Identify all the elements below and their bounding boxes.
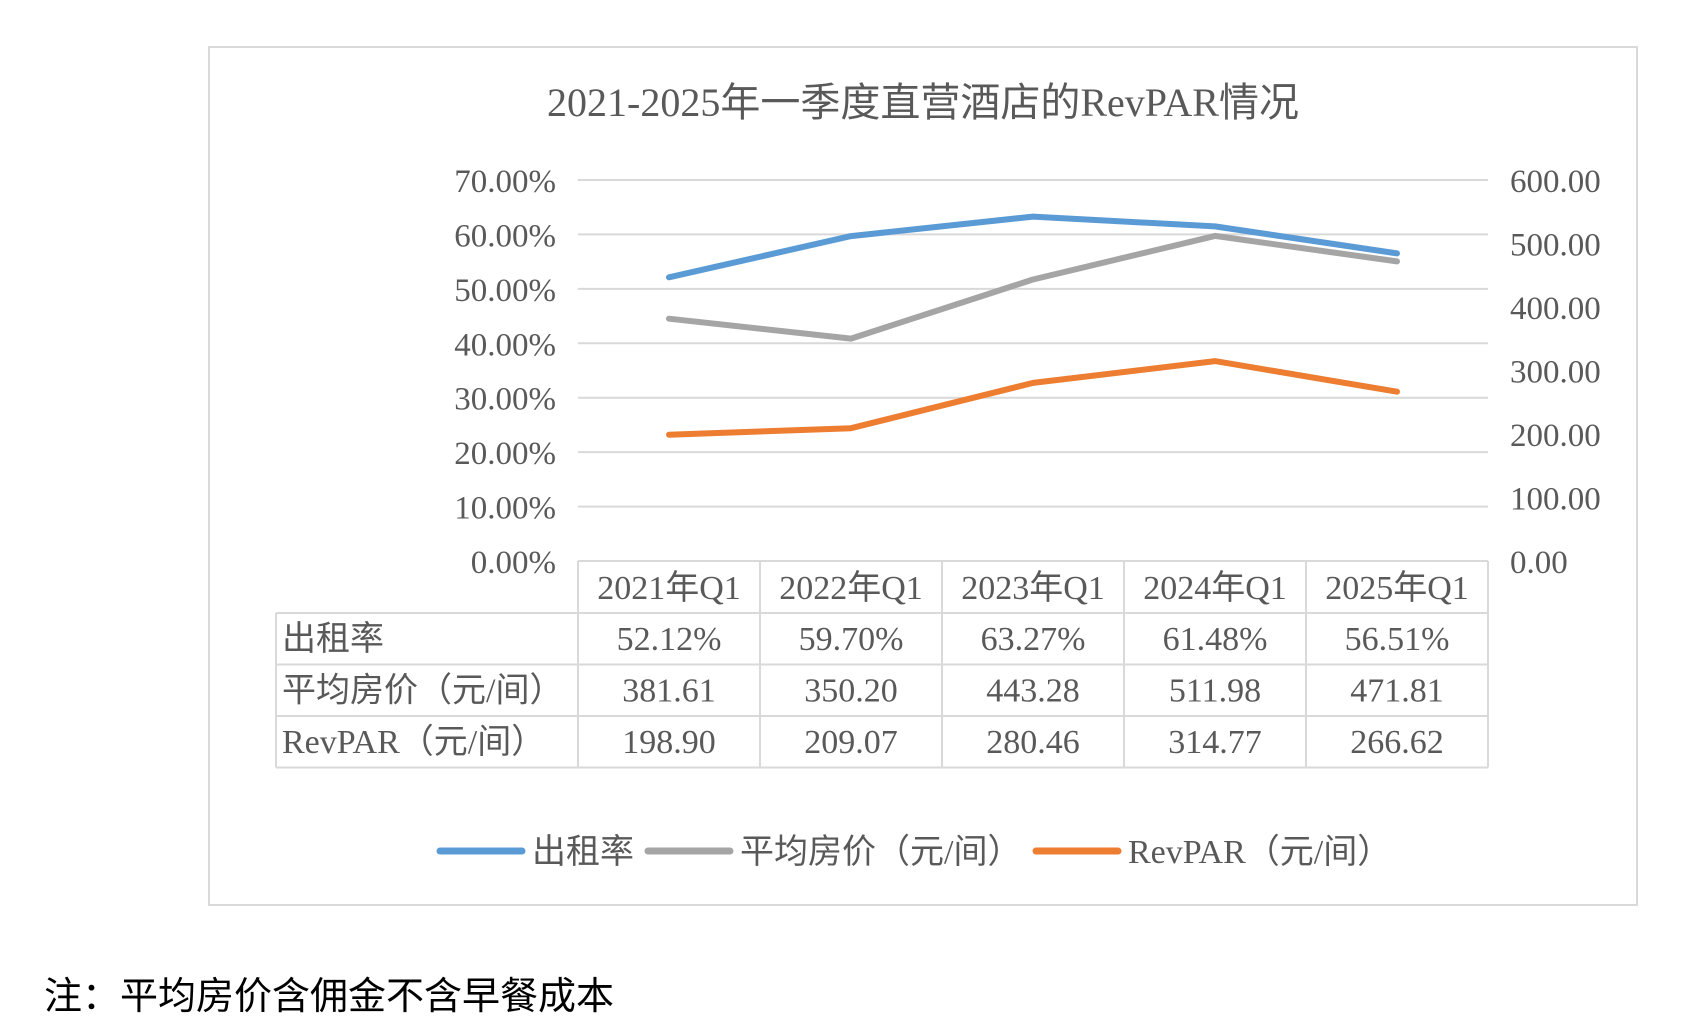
- right-tick-label: 200.00: [1510, 418, 1601, 454]
- data-label: 59.70%: [799, 621, 904, 658]
- table-row-header: RevPAR（元/间）: [282, 723, 545, 761]
- chart-border: [208, 46, 1638, 906]
- data-label: 443.28: [986, 673, 1080, 710]
- left-tick-label: 50.00%: [454, 273, 556, 309]
- left-tick-label: 70.00%: [454, 164, 556, 200]
- series-line: [666, 213, 1400, 281]
- data-label: 280.46: [986, 724, 1080, 761]
- data-label: 471.81: [1350, 673, 1444, 710]
- right-tick-label: 500.00: [1510, 228, 1601, 264]
- right-tick-label: 400.00: [1510, 291, 1601, 327]
- category-label: 2025年Q1: [1325, 569, 1469, 607]
- left-tick-label: 20.00%: [454, 436, 556, 472]
- data-label: 314.77: [1168, 724, 1262, 761]
- right-tick-label: 100.00: [1510, 482, 1601, 518]
- right-axis-ticks: 600.00 500.00 400.00 300.00 200.00 100.00 0.00: [1510, 164, 1601, 581]
- left-tick-label: 10.00%: [454, 491, 556, 527]
- category-label: 2021年Q1: [597, 569, 741, 607]
- gridlines: [578, 179, 1488, 562]
- left-tick-label: 40.00%: [454, 327, 556, 363]
- data-label: 350.20: [804, 673, 898, 710]
- left-tick-label: 0.00%: [471, 545, 556, 581]
- data-label: 61.48%: [1163, 621, 1268, 658]
- legend-label: 出租率: [532, 833, 634, 871]
- chart-title: 2021-2025年一季度直营酒店的RevPAR情况: [547, 80, 1299, 125]
- data-label: 511.98: [1169, 673, 1261, 710]
- left-axis-ticks: 70.00% 60.00% 50.00% 40.00% 30.00% 20.00% 10.0…: [454, 164, 556, 581]
- series-lines: [666, 213, 1400, 438]
- data-label: 56.51%: [1345, 621, 1450, 658]
- category-label: 2024年Q1: [1143, 569, 1287, 607]
- right-tick-label: 0.00: [1510, 545, 1568, 581]
- series-line: [666, 232, 1400, 342]
- table-row-header: 出租率: [282, 620, 384, 658]
- data-label: 381.61: [622, 673, 716, 710]
- category-label: 2022年Q1: [779, 569, 923, 607]
- data-label: 52.12%: [617, 621, 722, 658]
- data-label: 266.62: [1350, 724, 1444, 761]
- data-label: 198.90: [622, 724, 716, 761]
- left-tick-label: 60.00%: [454, 218, 556, 254]
- left-tick-label: 30.00%: [454, 382, 556, 418]
- table-row-header: 平均房价（元/间）: [282, 672, 563, 710]
- series-line: [666, 358, 1400, 438]
- data-table: 2021年Q1 2022年Q1 2023年Q1 2024年Q1 2025年Q1 出租率 52…: [275, 560, 1489, 769]
- right-tick-label: 600.00: [1510, 164, 1601, 200]
- legend-label: RevPAR（元/间）: [1128, 833, 1391, 871]
- footnote: 注：平均房价含佣金不含早餐成本: [44, 974, 615, 1018]
- data-label: 63.27%: [981, 621, 1086, 658]
- legend: 出租率 平均房价（元/间） RevPAR（元/间）: [436, 833, 1391, 871]
- right-tick-label: 300.00: [1510, 355, 1601, 391]
- legend-label: 平均房价（元/间）: [740, 833, 1021, 871]
- data-label: 209.07: [804, 724, 898, 761]
- category-label: 2023年Q1: [961, 569, 1105, 607]
